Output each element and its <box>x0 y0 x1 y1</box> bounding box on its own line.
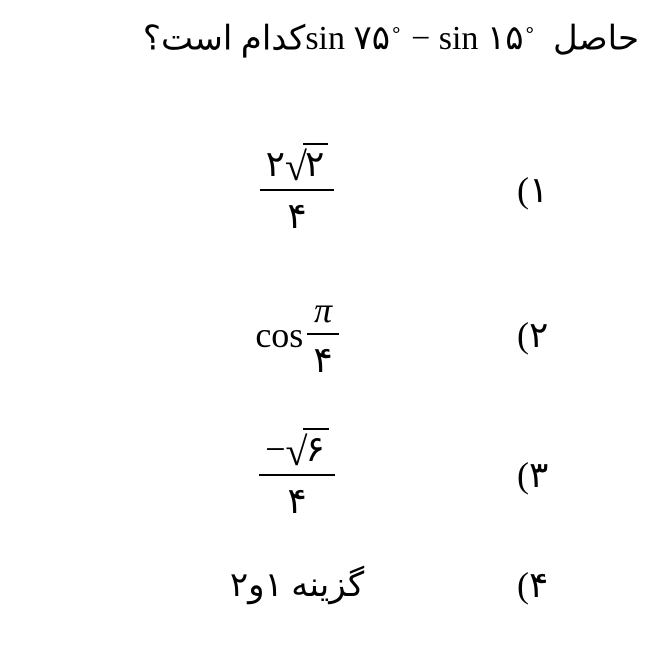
fraction-pi: π ۴ <box>307 289 338 381</box>
option-1: (۱ ۲√۲ ۴ <box>137 115 577 265</box>
fraction-pi-bot: ۴ <box>307 335 338 381</box>
options-block: (۱ ۲√۲ ۴ (۲ cos π ۴ (۳ <box>137 115 577 625</box>
fraction-3-bot: ۴ <box>259 476 335 522</box>
option-1-marker: (۱ <box>517 169 577 211</box>
option-3-body: −√۶ ۴ <box>137 428 457 522</box>
radicand-2: ۲ <box>303 143 328 185</box>
option-3-marker: (۳ <box>517 454 577 496</box>
cos-expression: cos π ۴ <box>255 289 338 381</box>
question-suffix: کدام است؟ <box>143 20 305 57</box>
fraction-3-top: −√۶ <box>259 428 335 474</box>
question-text: حاصل sin ۷۵∘ − sin ۱۵∘ کدام است؟ <box>18 18 639 58</box>
coef-2: ۲ <box>266 144 285 184</box>
fraction-1-bot: ۴ <box>260 191 335 237</box>
option-2: (۲ cos π ۴ <box>137 265 577 405</box>
sqrt-6: √۶ <box>286 428 329 472</box>
fraction-1: ۲√۲ ۴ <box>260 143 335 237</box>
pi-symbol: π <box>307 289 338 333</box>
option-2-marker: (۲ <box>517 314 577 356</box>
option-3: (۳ −√۶ ۴ <box>137 405 577 545</box>
question-prefix: حاصل <box>553 20 639 57</box>
cos-func: cos <box>255 314 303 356</box>
option-1-body: ۲√۲ ۴ <box>137 143 457 237</box>
option-2-body: cos π ۴ <box>137 289 457 381</box>
sin-op-1: sin <box>305 20 345 57</box>
neg-sign: − <box>265 429 285 469</box>
degree-2: ∘ <box>523 20 536 42</box>
option-4: (۴ گزینه ۱و۲ <box>137 545 577 625</box>
minus-sign: − <box>411 20 430 57</box>
math-expression: sin ۷۵∘ − sin ۱۵∘ <box>305 20 544 57</box>
radicand-6: ۶ <box>303 428 328 470</box>
option-4-marker: (۴ <box>517 564 577 606</box>
degree-1: ∘ <box>390 20 403 42</box>
option-4-body: گزینه ۱و۲ <box>137 565 457 605</box>
sin-op-2: sin <box>439 20 479 57</box>
fraction-1-top: ۲√۲ <box>260 143 335 189</box>
arg-75: ۷۵ <box>354 20 391 57</box>
sqrt-2: √۲ <box>285 143 328 187</box>
arg-15: ۱۵ <box>487 20 524 57</box>
fraction-3: −√۶ ۴ <box>259 428 335 522</box>
